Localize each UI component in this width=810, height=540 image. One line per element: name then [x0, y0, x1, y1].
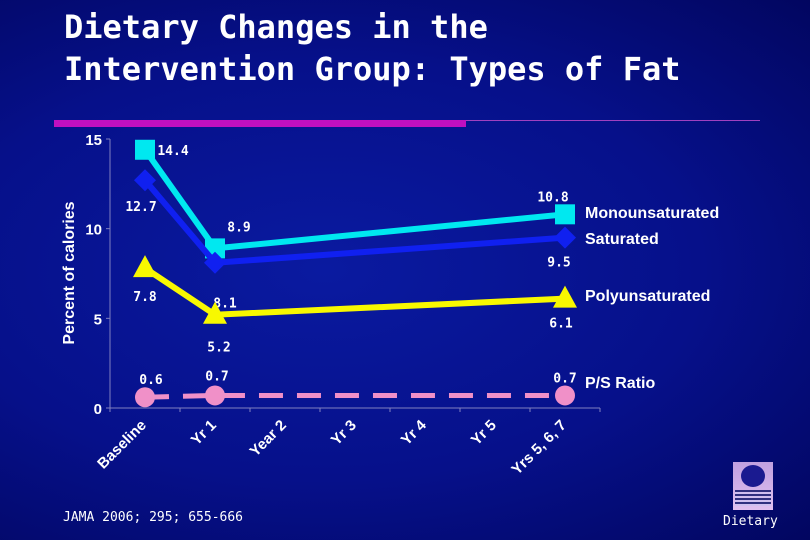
divider-line: [466, 120, 760, 121]
series-line-polyunsaturated: [143, 265, 566, 318]
y-tick-label: 15: [85, 132, 102, 149]
data-point-diamond: [134, 169, 156, 192]
accent-bar: [54, 120, 466, 127]
data-point-circle: [205, 385, 225, 406]
legend-entry: Monounsaturated: [585, 205, 719, 222]
data-label: 9.5: [547, 256, 570, 271]
whi-logo: [733, 462, 773, 510]
x-tick-label: Yr 5: [468, 417, 500, 449]
data-label: 0.7: [205, 369, 228, 384]
legend-entry: Polyunsaturated: [585, 288, 710, 305]
data-point-circle: [135, 387, 155, 408]
data-label: 7.8: [133, 290, 157, 305]
data-label: 0.6: [139, 373, 163, 388]
y-axis-label: Percent of calories: [61, 201, 78, 344]
data-label: 8.9: [227, 220, 250, 235]
data-point-circle: [555, 385, 575, 406]
x-tick-label: Baseline: [94, 417, 150, 473]
series-line-p-s-ratio: [144, 392, 565, 400]
data-label: 6.1: [549, 317, 573, 332]
data-point-diamond: [204, 251, 226, 274]
data-point-diamond: [554, 226, 576, 249]
data-label: 14.4: [157, 144, 188, 159]
x-tick-label: Yr 1: [188, 417, 220, 449]
x-tick-label: Yr 4: [398, 416, 431, 449]
y-tick-label: 5: [94, 311, 102, 328]
data-point-triangle: [553, 285, 577, 308]
x-tick-label: Year 2: [247, 417, 290, 460]
data-label: 8.1: [213, 297, 237, 312]
y-tick-label: 0: [94, 401, 102, 418]
x-tick-label: Yr 3: [328, 417, 360, 449]
data-point-square: [135, 139, 155, 160]
legend-entry: P/S Ratio: [585, 375, 655, 392]
data-point-triangle: [203, 301, 227, 324]
legend-entry: Saturated: [585, 231, 659, 248]
series-line-monounsaturated: [142, 148, 566, 252]
footer-label: Dietary: [723, 514, 778, 529]
data-point-square: [555, 204, 575, 225]
data-label: 0.7: [553, 371, 576, 386]
data-label: 12.7: [125, 200, 156, 215]
citation: JAMA 2006; 295; 655-666: [63, 510, 244, 525]
data-label: 10.8: [537, 190, 568, 205]
y-tick-label: 10: [85, 222, 102, 239]
x-tick-label: Yrs 5, 6, 7: [508, 417, 570, 479]
data-label: 5.2: [207, 341, 230, 356]
slide-title: Dietary Changes in the Intervention Grou…: [64, 8, 681, 88]
data-point-triangle: [133, 255, 157, 278]
